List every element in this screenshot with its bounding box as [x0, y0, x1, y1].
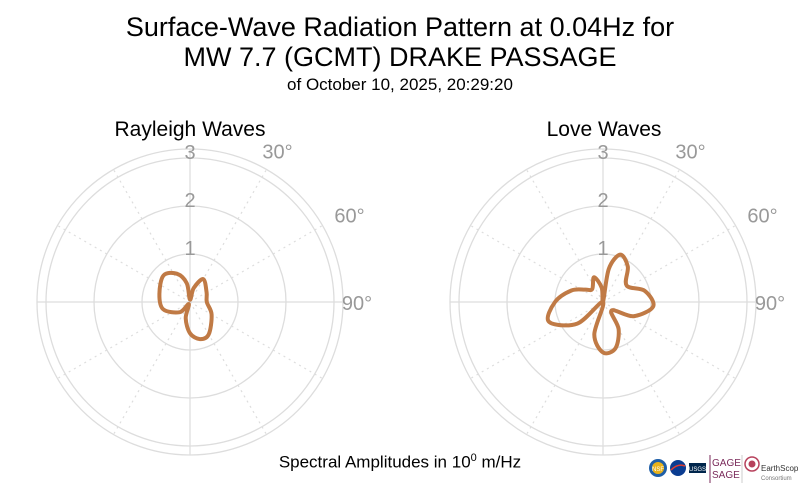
love-panel-title: Love Waves — [546, 118, 662, 141]
gage-logo-text: GAGE — [712, 458, 741, 469]
grid-outer-ring — [449, 148, 757, 456]
radial-tick-label: 3 — [597, 142, 608, 164]
angle-tick-label: 30° — [675, 141, 705, 163]
grid-ring — [458, 157, 748, 447]
grid-spoke — [189, 301, 268, 435]
sage-logo-text: SAGE — [712, 470, 740, 481]
grid-spoke — [525, 169, 604, 303]
grid-spoke — [525, 301, 604, 435]
grid-ring — [45, 157, 335, 447]
radiation-pattern-line — [545, 252, 656, 356]
consortium-logo-text: Consortium — [761, 476, 792, 482]
radial-tick-label: 2 — [184, 190, 195, 212]
grid-spoke — [189, 224, 323, 303]
grid-spoke — [470, 301, 604, 380]
amplitude-units-label: Spectral Amplitudes in 100 m/Hz — [0, 452, 800, 473]
nasa-logo — [670, 460, 686, 476]
chart-title-line-1: Surface-Wave Radiation Pattern at 0.04Hz… — [125, 12, 675, 42]
radial-tick-label: 3 — [184, 142, 195, 164]
usgs-logo: USGS — [689, 463, 706, 473]
radial-tick-label: 1 — [597, 238, 608, 260]
units-exponent: 0 — [470, 452, 477, 464]
angle-tick-label: 30° — [262, 141, 292, 163]
grid-spoke — [112, 169, 191, 303]
units-prefix: Spectral Amplitudes in 10 — [278, 452, 471, 472]
grid-ring — [506, 205, 700, 399]
grid-ring — [141, 253, 239, 351]
angle-tick-label: 60° — [334, 206, 364, 228]
grid-spoke — [57, 301, 191, 380]
nsf-logo: NSF — [649, 459, 667, 477]
rayleigh-panel-title: Rayleigh Waves — [114, 118, 266, 141]
nsf-logo-text: NSF — [652, 467, 664, 473]
grid-spoke — [602, 224, 736, 303]
radial-tick-label: 1 — [184, 238, 195, 260]
chart-subtitle: of October 10, 2025, 20:29:20 — [287, 75, 513, 94]
love-polar-plot: 1 2 3 30° 60° 90° — [449, 141, 785, 456]
grid-spoke — [189, 169, 268, 303]
angle-tick-label: 90° — [342, 293, 372, 315]
earthscope-logo: EarthScope Consortium — [744, 456, 798, 482]
sponsor-logos: NSF USGS GAGE SAGE EarthScope Consortium — [649, 455, 798, 483]
radial-tick-label: 2 — [597, 190, 608, 212]
usgs-logo-text: USGS — [689, 467, 706, 473]
grid-outer-ring — [36, 148, 344, 456]
angle-tick-label: 60° — [747, 206, 777, 228]
radiation-pattern-line — [157, 270, 214, 342]
grid-spoke — [112, 301, 191, 435]
chart-title-line-2: MW 7.7 (GCMT) DRAKE PASSAGE — [183, 42, 617, 72]
units-suffix: m/Hz — [476, 452, 522, 472]
angle-tick-label: 90° — [755, 293, 785, 315]
grid-ring — [93, 205, 287, 399]
earthscope-logo-text: EarthScope — [761, 464, 798, 473]
grid-spoke — [57, 224, 191, 303]
rayleigh-polar-plot: 1 2 3 30° 60° 90° — [36, 141, 372, 456]
grid-spoke — [602, 169, 681, 303]
